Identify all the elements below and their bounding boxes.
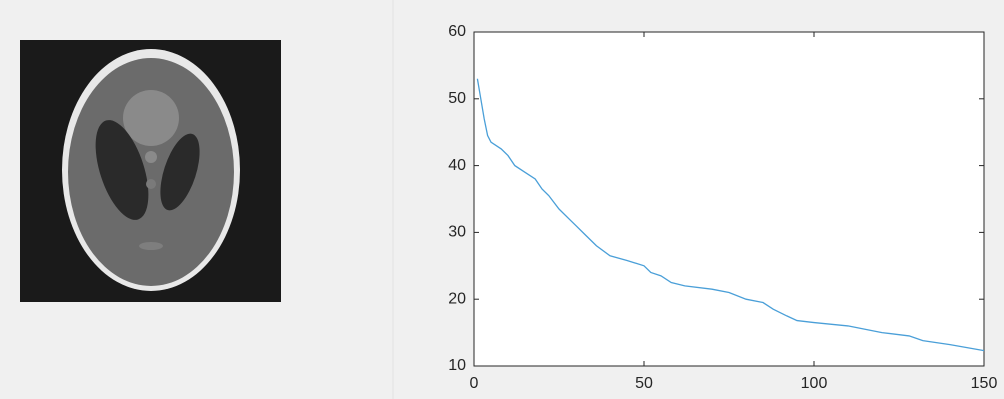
y-tick-label: 10 xyxy=(448,357,466,374)
top-circle xyxy=(123,90,179,146)
y-tick-label: 40 xyxy=(448,157,466,174)
page: 102030405060050100150 (() => { const dat… xyxy=(0,0,1004,399)
x-tick-label: 50 xyxy=(635,375,653,392)
y-tick-label: 60 xyxy=(448,23,466,40)
plot-area xyxy=(474,32,984,366)
spot xyxy=(145,151,157,163)
spot xyxy=(146,179,156,189)
y-tick-label: 30 xyxy=(448,224,466,241)
phantom-image xyxy=(20,40,281,302)
y-tick-label: 50 xyxy=(448,90,466,107)
spot xyxy=(139,242,163,250)
x-tick-label: 0 xyxy=(470,375,479,392)
x-tick-label: 150 xyxy=(971,375,998,392)
y-tick-label: 20 xyxy=(448,290,466,307)
figure: 10 20 30 40 50 60 0 50 100 150 xyxy=(0,0,1004,399)
x-tick-label: 100 xyxy=(801,375,828,392)
